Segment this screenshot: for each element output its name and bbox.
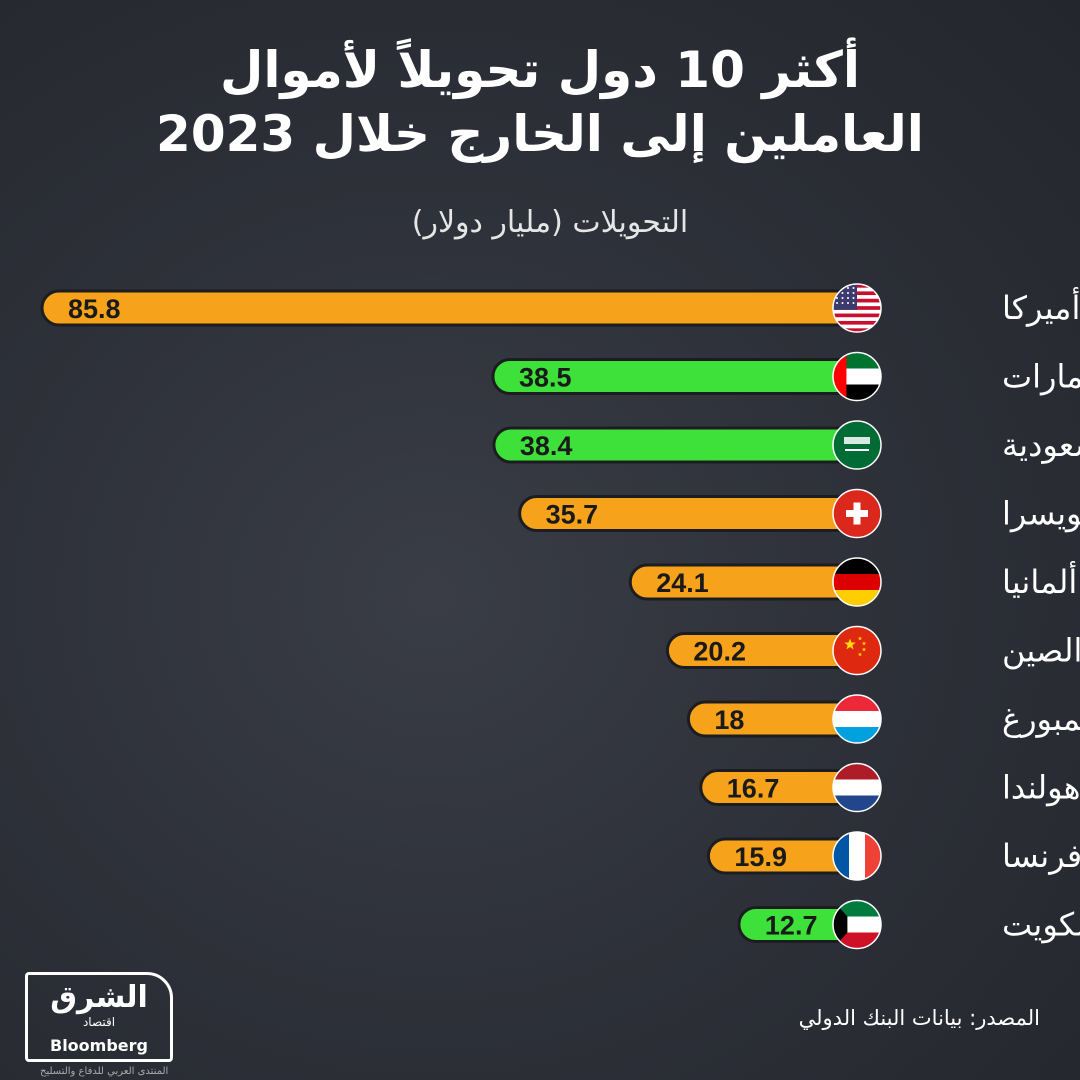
china-flag-icon [832, 625, 882, 676]
bar-value-label: 35.7 [546, 500, 599, 530]
bar-value-label: 18 [714, 705, 744, 735]
watermark-text: المنتدى العربي للدفاع والتسليح [40, 1066, 169, 1077]
bar-value-label: 12.7 [765, 911, 818, 941]
bar-row: 38.5 الإمارات [491, 351, 1080, 402]
netherlands-flag-icon [832, 762, 882, 813]
luxembourg-flag-icon [832, 694, 882, 744]
bar-value-label: 20.2 [693, 637, 746, 667]
bar-row: 38.4 السعودية [492, 420, 1080, 470]
bar-row: 20.2 الصين [665, 625, 1080, 676]
chart-subtitle: التحويلات (مليار دولار) [411, 205, 689, 240]
bar-value-label: 38.4 [520, 431, 573, 461]
bar-row: 18 لوكسمبورغ [686, 694, 1080, 744]
bar-row: 15.9 فرنسا [706, 831, 1080, 881]
uae-flag-icon [832, 351, 882, 402]
bar-value-label: 38.5 [519, 363, 572, 393]
category-label: الصين [1002, 632, 1080, 670]
germany-flag-icon [832, 557, 882, 607]
chart-title: أكثر 10 دول تحويلاً لأموال العاملين إلى … [100, 38, 980, 166]
bar-row: 16.7 هولندا [699, 762, 1080, 813]
bar [40, 289, 872, 327]
logo-sub-text: اقتصاد [82, 1015, 116, 1029]
title-line-1: أكثر 10 دول تحويلاً لأموال [219, 41, 861, 99]
category-label: فرنسا [1002, 837, 1080, 875]
kuwait-flag-icon [832, 899, 882, 950]
bar-row: 85.8 أميركا [40, 283, 1080, 333]
bar-value-label: 24.1 [656, 568, 709, 598]
france-flag-icon [832, 831, 882, 881]
bar-value-label: 15.9 [734, 842, 787, 872]
category-label: لوكسمبورغ [1002, 700, 1080, 738]
bar-row: 35.7 سويسرا [518, 488, 1080, 539]
logo-brand-text: Bloomberg [50, 1036, 148, 1055]
category-label: ألمانيا [1002, 561, 1077, 601]
category-label: أميركا [1002, 287, 1080, 327]
logo-main-text: الشرق [50, 980, 148, 1015]
category-label: الكويت [1002, 906, 1080, 944]
bar-value-label: 16.7 [727, 774, 780, 804]
category-label: السعودية [1002, 426, 1080, 464]
switzerland-flag-icon [832, 488, 882, 539]
category-label: هولندا [1002, 769, 1080, 807]
usa-flag-icon [832, 283, 882, 333]
title-line-2: العاملين إلى الخارج خلال 2023 [156, 105, 924, 163]
category-label: الإمارات [1002, 358, 1080, 396]
category-label: سويسرا [1002, 495, 1080, 533]
source-note: المصدر: بيانات البنك الدولي [798, 1006, 1040, 1030]
bar-row: 12.7 الكويت [737, 899, 1080, 950]
bar-value-label: 85.8 [68, 294, 121, 324]
saudi-flag-icon [832, 420, 882, 470]
brand-logo: الشرق اقتصاد Bloomberg [25, 972, 173, 1062]
bar-row: 24.1 ألمانيا [628, 557, 1077, 607]
